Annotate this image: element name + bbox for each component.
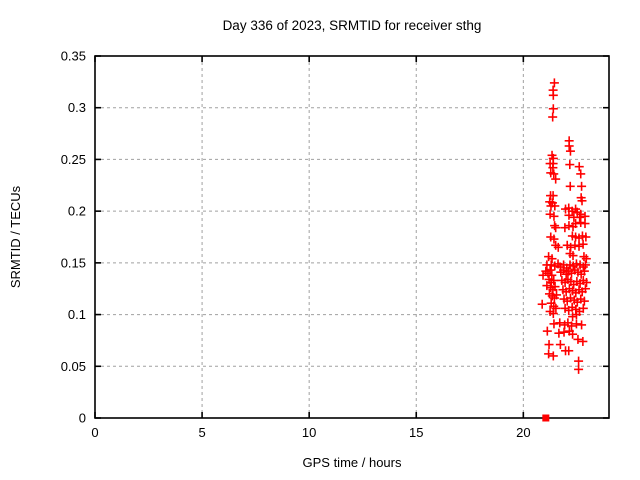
y-tick-label: 0.2 — [68, 204, 86, 219]
x-tick-label: 5 — [198, 425, 205, 440]
y-tick-label: 0.05 — [61, 359, 86, 374]
data-points — [537, 78, 592, 422]
chart-title: Day 336 of 2023, SRMTID for receiver sth… — [223, 18, 482, 33]
plot-border — [94, 55, 610, 419]
y-tick-label: 0.25 — [61, 152, 86, 167]
x-tick-label: 0 — [91, 425, 98, 440]
y-tick-label: 0.3 — [68, 100, 86, 115]
y-tick-label: 0.1 — [68, 307, 86, 322]
x-tick-label: 15 — [409, 425, 423, 440]
x-tick-label: 20 — [516, 425, 530, 440]
x-axis-label: GPS time / hours — [303, 455, 402, 470]
y-axis-label: SRMTID / TECUs — [8, 185, 23, 288]
y-tick-label: 0.15 — [61, 255, 86, 270]
x-tick-label: 10 — [302, 425, 316, 440]
y-tick-label: 0.35 — [61, 49, 86, 64]
series-square — [542, 414, 550, 422]
series-plus — [537, 78, 592, 374]
y-tick-label: 0 — [79, 411, 86, 426]
gridlines — [94, 55, 609, 419]
axes — [94, 55, 610, 419]
tick-labels: 0 5 10 15 20 0 0.05 0.1 0.15 0.2 0.25 0.3 0.35 — [61, 49, 531, 441]
data-point-square — [542, 414, 550, 422]
